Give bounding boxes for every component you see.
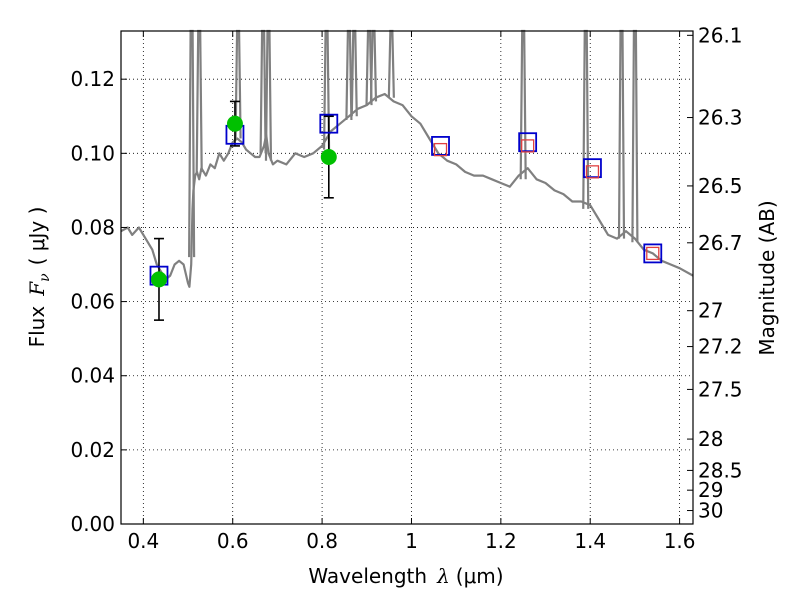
x-tick-label: 0.8 bbox=[306, 529, 338, 553]
model-photometry-square bbox=[518, 132, 538, 153]
y-axis-ticks: 0.00 0.02 0.04 0.06 0.08 0.10 0.12 bbox=[70, 67, 127, 536]
emission-line-spike bbox=[582, 29, 590, 209]
emission-line-spike bbox=[631, 29, 639, 243]
model-photometry-red-square bbox=[433, 142, 448, 157]
y-tick-label: 0.04 bbox=[70, 364, 115, 388]
grid bbox=[121, 31, 693, 525]
y-tick-label: 0.12 bbox=[70, 67, 115, 91]
y-tick-label: 0.00 bbox=[70, 512, 115, 536]
emission-line-spike bbox=[369, 29, 378, 102]
x-tick-label: 1.2 bbox=[485, 529, 517, 553]
x-tick-label: 0.4 bbox=[127, 529, 159, 553]
magnitude-tick-label: 27.2 bbox=[698, 335, 743, 359]
model-spectrum-series bbox=[120, 92, 694, 288]
y-tick-label: 0.02 bbox=[70, 438, 115, 462]
observed-flux-point bbox=[320, 149, 337, 166]
magnitude-tick-label: 30 bbox=[698, 499, 723, 523]
model-photometry-red-square bbox=[585, 165, 600, 179]
magnitude-tick-label: 27 bbox=[698, 299, 723, 323]
x-tick-label: 1.6 bbox=[664, 529, 696, 553]
y-axis-label: FluxFν( μJy ) bbox=[25, 207, 53, 348]
magnitude-tick-label: 28 bbox=[698, 427, 723, 451]
emission-line-spike bbox=[350, 29, 358, 117]
magnitude-axis-label: Magnitude (AB) bbox=[755, 200, 779, 355]
model-photometry-red-square bbox=[521, 139, 535, 153]
magnitude-tick-label: 28.5 bbox=[698, 458, 743, 482]
emission-line-spike bbox=[195, 29, 203, 172]
emission-line-spike bbox=[617, 29, 626, 239]
y-tick-label: 0.06 bbox=[70, 290, 115, 314]
magnitude-tick-label: 26.3 bbox=[698, 106, 743, 130]
magnitude-tick-label: 26.1 bbox=[698, 23, 743, 47]
observed-flux-point bbox=[150, 271, 167, 288]
emission-line-spike bbox=[387, 29, 395, 98]
x-tick-label: 1.4 bbox=[574, 529, 606, 553]
magnitude-tick-label: 29 bbox=[698, 478, 723, 502]
emission-line-spike bbox=[259, 29, 267, 154]
magnitude-tick-label: 26.7 bbox=[698, 231, 743, 255]
emission-line-spike bbox=[519, 29, 527, 180]
emission-line-spike bbox=[345, 29, 353, 120]
y-tick-label: 0.08 bbox=[70, 215, 115, 239]
y-tick-label: 0.10 bbox=[70, 141, 115, 165]
observed-photometry-series bbox=[150, 115, 337, 288]
plot-frame bbox=[120, 30, 694, 525]
model-photometry-square bbox=[431, 136, 450, 156]
model-photometry-square bbox=[643, 243, 663, 264]
x-tick-label: 1 bbox=[405, 529, 418, 553]
magnitude-tick-label: 26.5 bbox=[698, 174, 743, 198]
model-photometry-red-square bbox=[646, 246, 660, 261]
observed-flux-point bbox=[226, 115, 243, 132]
magnitude-tick-label: 27.5 bbox=[698, 377, 743, 401]
emission-lines-series bbox=[188, 29, 639, 258]
emission-line-spike bbox=[264, 29, 273, 161]
model-photometry-red-series bbox=[433, 139, 660, 261]
model-spectrum-line bbox=[120, 92, 694, 288]
model-photometry-square bbox=[319, 113, 339, 134]
x-tick-label: 0.6 bbox=[217, 529, 249, 553]
x-axis-label: Wavelength λ (μm) bbox=[308, 564, 503, 588]
model-photometry-square bbox=[583, 158, 602, 179]
x-axis-ticks: 0.4 0.6 0.8 1 1.2 1.4 1.6 bbox=[127, 31, 696, 553]
